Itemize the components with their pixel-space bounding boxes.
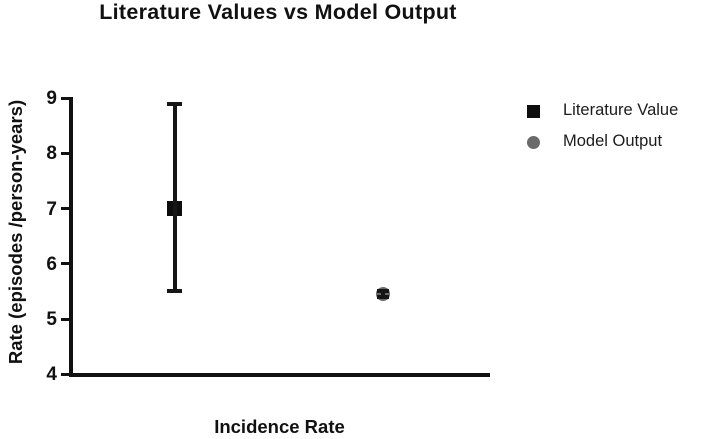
y-tick xyxy=(61,317,69,321)
error-bar-cap xyxy=(167,289,182,294)
circle-icon xyxy=(527,136,540,149)
y-tick-label: 4 xyxy=(46,364,57,386)
y-tick-label: 9 xyxy=(46,88,57,110)
y-tick-label: 5 xyxy=(46,309,57,330)
error-bar-line xyxy=(172,103,177,292)
x-axis-label: Incidence Rate xyxy=(214,416,345,437)
error-bar-line xyxy=(381,291,385,297)
y-tick xyxy=(61,96,69,100)
y-tick-label: 8 xyxy=(46,143,57,165)
legend-label: Model Output xyxy=(563,132,663,150)
x-axis-line xyxy=(69,373,490,377)
y-axis-label: Rate (episodes /person-years) xyxy=(5,99,26,365)
error-bar-cap xyxy=(377,294,389,299)
y-tick xyxy=(61,262,69,266)
y-tick-label: 7 xyxy=(46,198,57,220)
y-axis-line xyxy=(69,97,73,376)
chart-title: Literature Values vs Model Output xyxy=(99,0,457,24)
y-tick-label: 6 xyxy=(46,253,57,275)
y-tick xyxy=(61,372,69,376)
y-tick xyxy=(61,151,69,155)
square-icon xyxy=(527,105,540,118)
error-bar-cap xyxy=(377,289,389,294)
error-bar-cap xyxy=(167,101,182,106)
y-tick xyxy=(61,207,69,211)
legend-label: Literature Value xyxy=(563,101,679,119)
